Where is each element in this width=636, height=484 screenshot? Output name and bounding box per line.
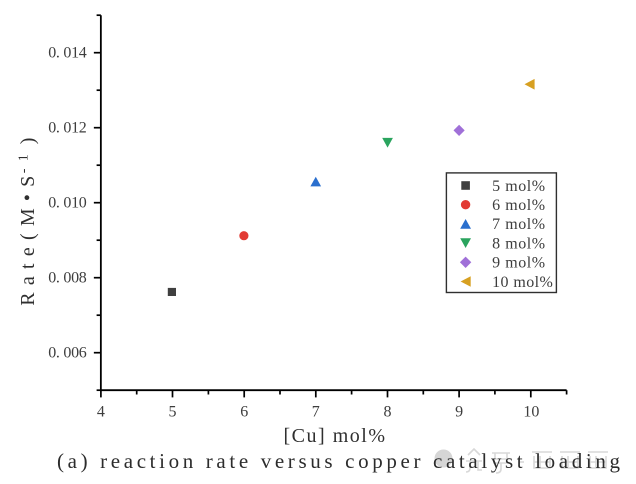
svg-text:0. 006: 0. 006 — [48, 345, 87, 362]
svg-text:6: 6 — [240, 403, 248, 420]
svg-text:): ) — [17, 138, 39, 145]
svg-text:0. 010: 0. 010 — [48, 195, 87, 212]
svg-text:[Cu] mol%: [Cu] mol% — [284, 425, 386, 447]
svg-text:10 mol%: 10 mol% — [492, 274, 553, 291]
svg-text:10: 10 — [523, 403, 539, 420]
svg-text:0. 014: 0. 014 — [48, 45, 87, 62]
svg-text:9: 9 — [455, 403, 463, 420]
svg-text:6 mol%: 6 mol% — [492, 197, 545, 214]
svg-text:(a) reaction rate versus coppe: (a) reaction rate versus copper catalyst… — [57, 449, 621, 473]
svg-text:0. 012: 0. 012 — [48, 120, 87, 137]
svg-text:8 mol%: 8 mol% — [492, 235, 545, 252]
svg-text:9 mol%: 9 mol% — [492, 255, 545, 272]
svg-text:0. 008: 0. 008 — [48, 270, 87, 287]
svg-text:5: 5 — [169, 403, 177, 420]
svg-text:5 mol%: 5 mol% — [492, 178, 545, 195]
svg-text:7 mol%: 7 mol% — [492, 216, 545, 233]
svg-text:8: 8 — [384, 403, 392, 420]
svg-text:7: 7 — [312, 403, 320, 420]
svg-text:4: 4 — [97, 403, 105, 420]
